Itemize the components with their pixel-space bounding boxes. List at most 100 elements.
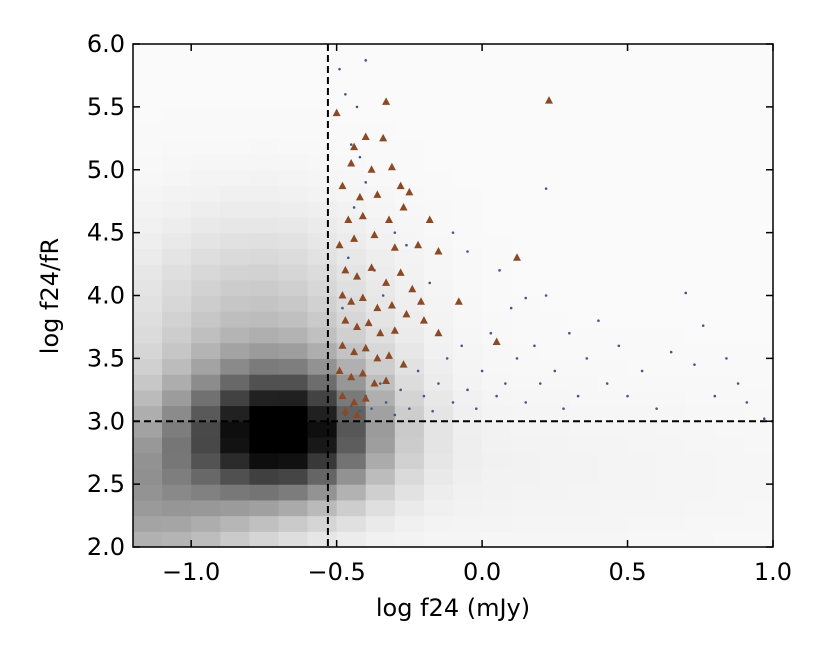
heatmap-cell xyxy=(743,248,774,265)
triangle-point xyxy=(405,187,414,196)
heatmap-cell xyxy=(394,531,425,548)
heatmap-cell xyxy=(714,232,745,249)
heatmap-cell xyxy=(685,295,716,312)
heatmap-cell xyxy=(220,405,250,422)
heatmap-cell xyxy=(656,468,687,485)
dot-point xyxy=(597,319,600,322)
heatmap-cell xyxy=(598,515,629,532)
dot-point xyxy=(364,59,368,62)
heatmap-cell xyxy=(365,452,396,470)
heatmap-cell xyxy=(540,342,570,359)
heatmap-cell xyxy=(307,358,338,375)
heatmap-cell xyxy=(249,279,280,297)
heatmap-cell xyxy=(307,342,338,359)
heatmap-cell xyxy=(482,452,512,470)
triangle-point xyxy=(338,181,347,190)
heatmap-cell xyxy=(220,421,250,438)
x-tick-label: 1.0 xyxy=(754,558,792,586)
heatmap-cell xyxy=(482,374,512,391)
triangle-point xyxy=(344,215,353,224)
heatmap-cell xyxy=(540,531,570,548)
x-tick-label: 0.0 xyxy=(463,558,501,586)
heatmap-cell xyxy=(540,374,570,391)
heatmap-cell xyxy=(220,216,250,234)
heatmap-cell xyxy=(162,122,192,139)
heatmap-cell xyxy=(482,436,512,454)
heatmap-cell xyxy=(569,106,600,124)
heatmap-cell xyxy=(162,106,192,124)
heatmap-cell xyxy=(394,389,425,407)
heatmap-cell xyxy=(191,201,221,218)
heatmap-cell xyxy=(598,59,629,77)
heatmap-cell xyxy=(162,248,192,265)
heatmap-cell xyxy=(511,515,541,532)
heatmap-cell xyxy=(307,264,338,281)
heatmap-cell xyxy=(191,232,221,249)
heatmap-cell xyxy=(453,374,483,391)
heatmap-cell xyxy=(133,44,163,61)
heatmap-cell xyxy=(133,452,163,470)
heatmap-cell xyxy=(220,279,250,297)
heatmap-cell xyxy=(336,389,367,407)
heatmap-cell xyxy=(307,468,338,485)
heatmap-cell xyxy=(714,405,745,422)
triangle-point xyxy=(419,316,428,324)
heatmap-cell xyxy=(685,122,716,139)
dot-point xyxy=(669,350,673,354)
heatmap-cell xyxy=(511,326,541,344)
heatmap-cell xyxy=(133,389,163,407)
dot-point xyxy=(640,369,644,373)
heatmap-cell xyxy=(453,484,483,501)
heatmap-cell xyxy=(162,185,192,202)
heatmap-cell xyxy=(714,421,745,438)
heatmap-cell xyxy=(540,326,570,344)
heatmap-cell xyxy=(307,421,338,438)
heatmap-cell xyxy=(162,342,192,359)
heatmap-cell xyxy=(191,405,221,422)
heatmap-cell xyxy=(278,374,309,391)
dot-point xyxy=(489,331,493,335)
triangle-point xyxy=(353,272,361,280)
heatmap-cell xyxy=(307,122,338,139)
heatmap-cell xyxy=(394,122,425,139)
y-axis-label: log f24/fR xyxy=(36,238,64,354)
heatmap-cell xyxy=(685,342,716,359)
dot-point xyxy=(524,401,528,404)
dot-point xyxy=(408,407,411,410)
heatmap-cell xyxy=(336,421,367,438)
y-tick-label: 6.0 xyxy=(87,30,125,58)
heatmap-cell xyxy=(598,295,629,312)
dot-point xyxy=(713,394,717,398)
triangle-point xyxy=(341,316,350,324)
heatmap-cell xyxy=(307,405,338,422)
heatmap-cell xyxy=(220,154,250,171)
heatmap-cell xyxy=(656,358,687,375)
heatmap-cell xyxy=(743,405,774,422)
heatmap-cell xyxy=(511,201,541,218)
heatmap-cell xyxy=(162,169,192,187)
heatmap-cell xyxy=(627,75,658,92)
heatmap-cell xyxy=(714,358,745,375)
heatmap-cell xyxy=(482,154,512,171)
heatmap-cell xyxy=(220,452,250,470)
heatmap-cell xyxy=(365,436,396,454)
heatmap-cell xyxy=(307,295,338,312)
heatmap-cell xyxy=(220,232,250,249)
heatmap-cell xyxy=(743,169,774,187)
triangle-point xyxy=(350,234,359,242)
heatmap-cell xyxy=(569,44,600,61)
heatmap-cell xyxy=(220,44,250,61)
heatmap-cell xyxy=(220,531,250,548)
heatmap-cell xyxy=(365,515,396,532)
heatmap-cell xyxy=(511,342,541,359)
heatmap-cell xyxy=(423,405,454,422)
heatmap-cell xyxy=(423,138,454,155)
heatmap-cell xyxy=(133,311,163,328)
heatmap-cell xyxy=(511,59,541,77)
heatmap-cell xyxy=(191,295,221,312)
heatmap-cell xyxy=(365,389,396,407)
heatmap-cell xyxy=(598,311,629,328)
heatmap-cell xyxy=(307,154,338,171)
heatmap-cell xyxy=(627,421,658,438)
heatmap-cell xyxy=(540,91,570,108)
